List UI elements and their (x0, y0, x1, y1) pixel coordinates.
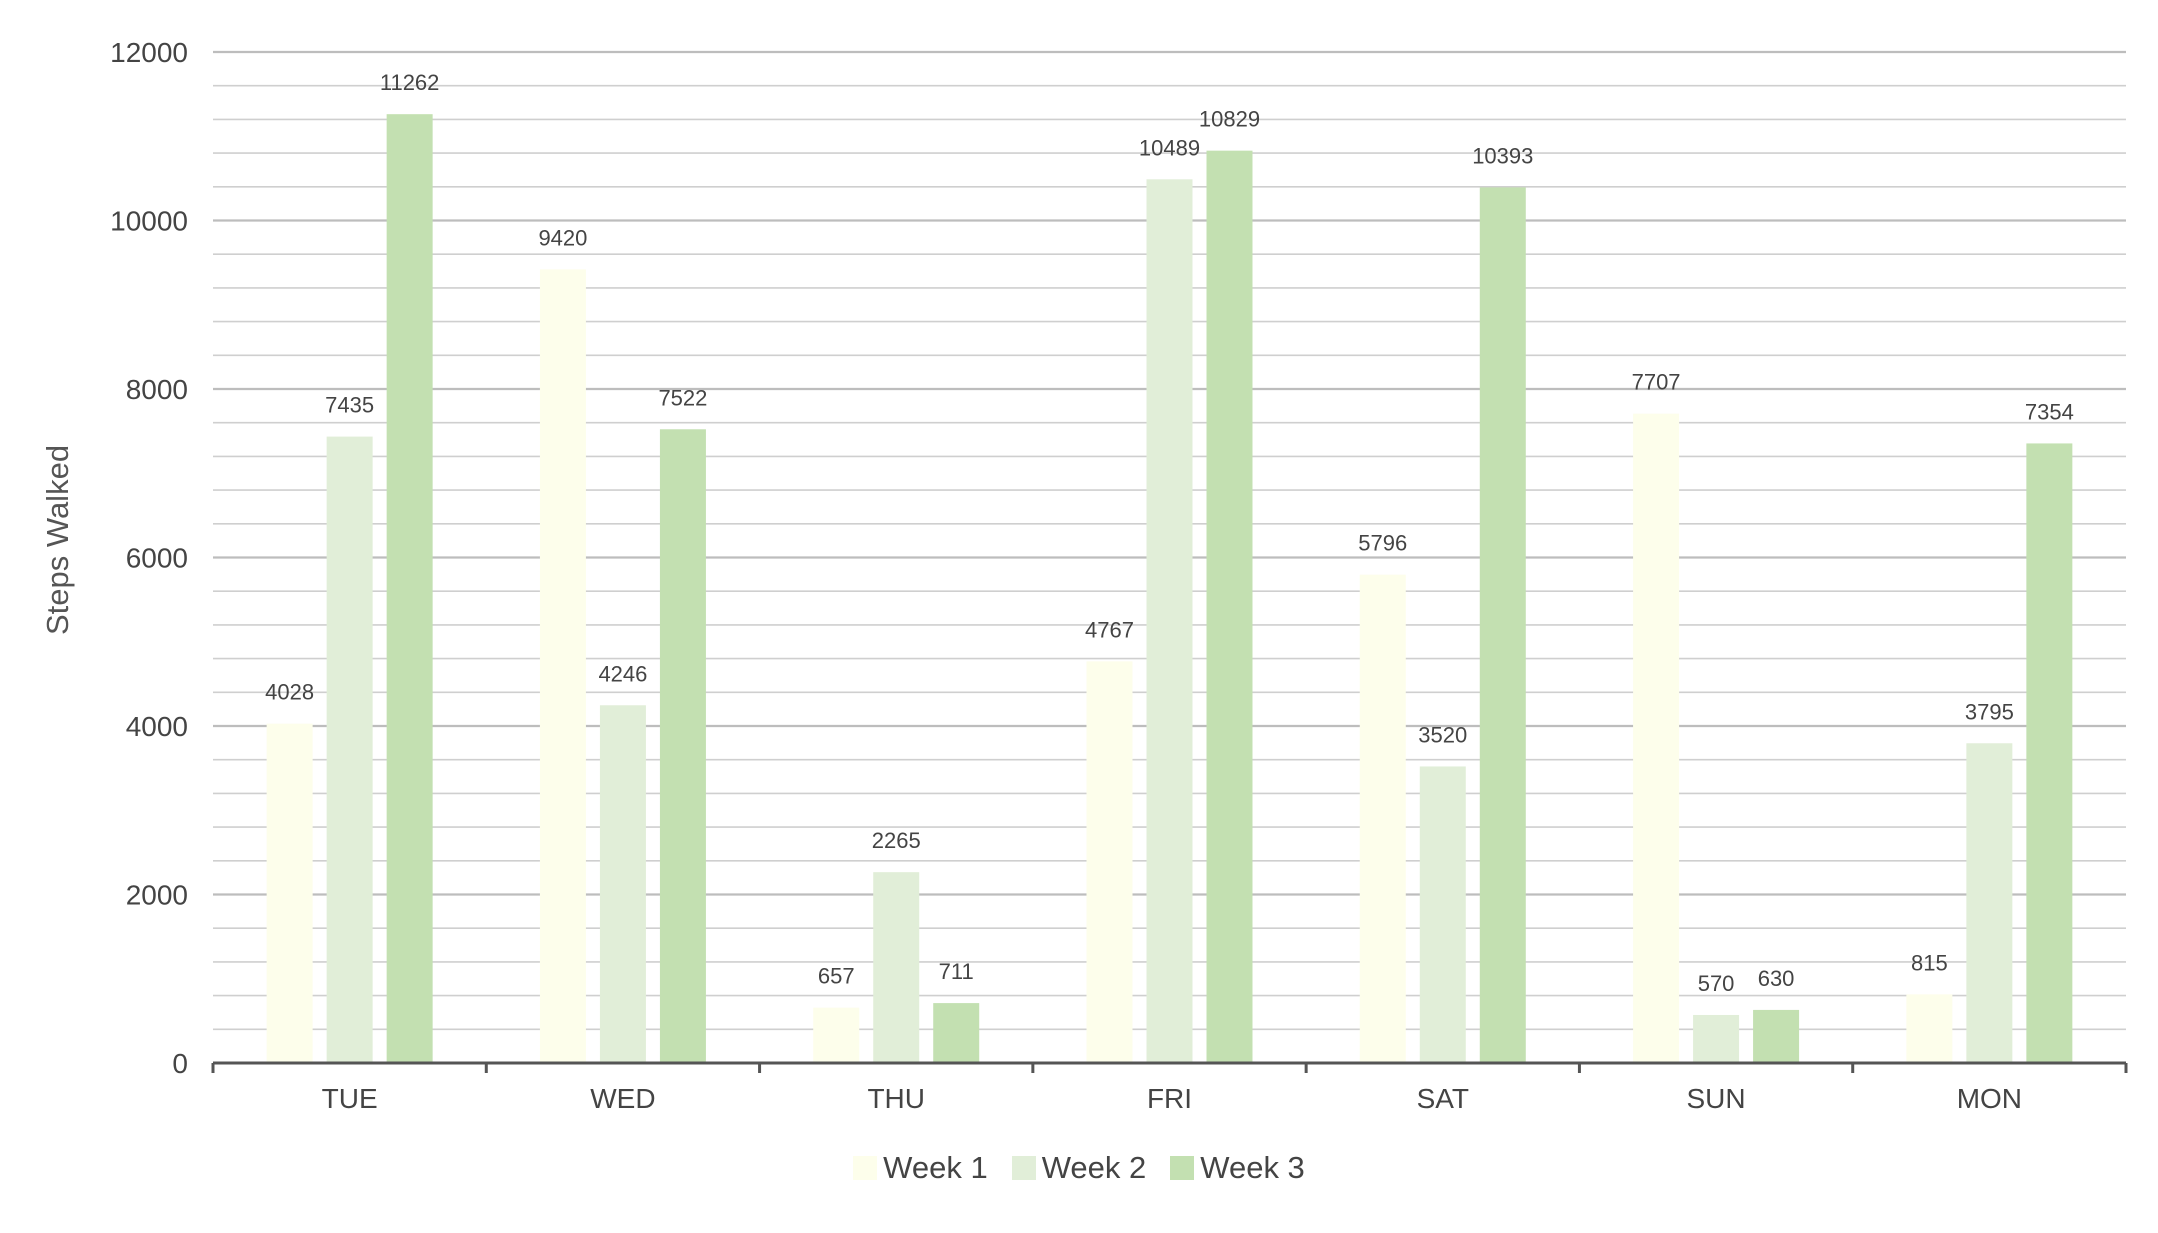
bar (1146, 179, 1193, 1063)
data-label: 10829 (1199, 107, 1260, 132)
bar (933, 1003, 980, 1063)
bar (1906, 994, 1953, 1063)
y-tick-label: 4000 (126, 711, 188, 742)
bar (1479, 187, 1526, 1063)
legend-swatch (1170, 1156, 1195, 1180)
legend-item: Week 3 (1170, 1150, 1305, 1186)
data-label: 3795 (1965, 699, 2014, 724)
data-label: 2265 (872, 828, 921, 853)
bar (326, 436, 373, 1063)
bar (1693, 1014, 1740, 1063)
legend-swatch (1011, 1156, 1036, 1180)
bar (1419, 766, 1466, 1063)
y-tick-label: 2000 (126, 880, 188, 911)
bar (386, 114, 433, 1063)
data-label: 630 (1758, 966, 1795, 991)
bars (266, 114, 2073, 1064)
legend-label: Week 1 (883, 1150, 988, 1185)
bar (1359, 574, 1406, 1063)
data-label: 10393 (1472, 143, 1533, 168)
legend-item: Week 2 (1011, 1150, 1147, 1186)
data-label: 7522 (658, 385, 707, 410)
bar (2026, 443, 2073, 1063)
y-tick-label: 0 (172, 1048, 188, 1079)
y-tick-label: 10000 (110, 206, 188, 237)
x-tick-label: THU (867, 1083, 925, 1114)
data-label: 570 (1698, 971, 1735, 996)
legend-label: Week 2 (1041, 1150, 1147, 1185)
data-label: 11262 (380, 70, 440, 95)
legend-item: Week 1 (853, 1150, 988, 1186)
bar (1966, 743, 2013, 1063)
legend: Week 1 Week 2 Week 3 (0, 1150, 2158, 1186)
x-tick-label: TUE (322, 1083, 378, 1114)
data-labels: 4028 7435 11262 9420 4246 7522 657 2265 711 4767 1… (265, 70, 2074, 996)
bar (1633, 413, 1680, 1063)
bar (873, 872, 920, 1063)
data-label: 9420 (538, 225, 587, 250)
data-label: 10489 (1139, 135, 1200, 160)
bar (1753, 1009, 1800, 1063)
bar (599, 705, 646, 1063)
bar (813, 1007, 860, 1063)
legend-label: Week 3 (1200, 1150, 1305, 1185)
y-tick-label: 8000 (126, 374, 188, 405)
data-label: 7435 (325, 393, 374, 418)
y-tick-label: 6000 (126, 543, 188, 574)
x-tick-label: FRI (1147, 1083, 1192, 1114)
y-axis-title: Steps Walked (40, 445, 75, 635)
bar (266, 723, 313, 1063)
bar (1206, 150, 1253, 1064)
x-tick-label: SUN (1687, 1083, 1746, 1114)
axes: 0 2000 4000 6000 8000 10000 12000 TUE WED THU FRI S… (110, 37, 2128, 1114)
data-label: 7707 (1632, 370, 1681, 395)
data-label: 3520 (1418, 722, 1467, 747)
x-tick-label: MON (1957, 1083, 2022, 1114)
data-label: 5796 (1358, 531, 1407, 556)
data-label: 815 (1911, 950, 1948, 975)
x-tick-label: WED (590, 1083, 655, 1114)
data-label: 4246 (598, 661, 647, 686)
bar (659, 429, 706, 1064)
data-label: 4028 (265, 680, 314, 705)
legend-swatch (853, 1156, 878, 1180)
bar (1086, 661, 1133, 1063)
y-tick-label: 12000 (110, 37, 188, 68)
x-tick-label: SAT (1417, 1083, 1469, 1114)
bar (539, 269, 586, 1063)
data-label: 711 (939, 959, 974, 984)
data-label: 4767 (1085, 617, 1134, 642)
data-label: 7354 (2025, 399, 2074, 424)
data-label: 657 (818, 964, 855, 989)
